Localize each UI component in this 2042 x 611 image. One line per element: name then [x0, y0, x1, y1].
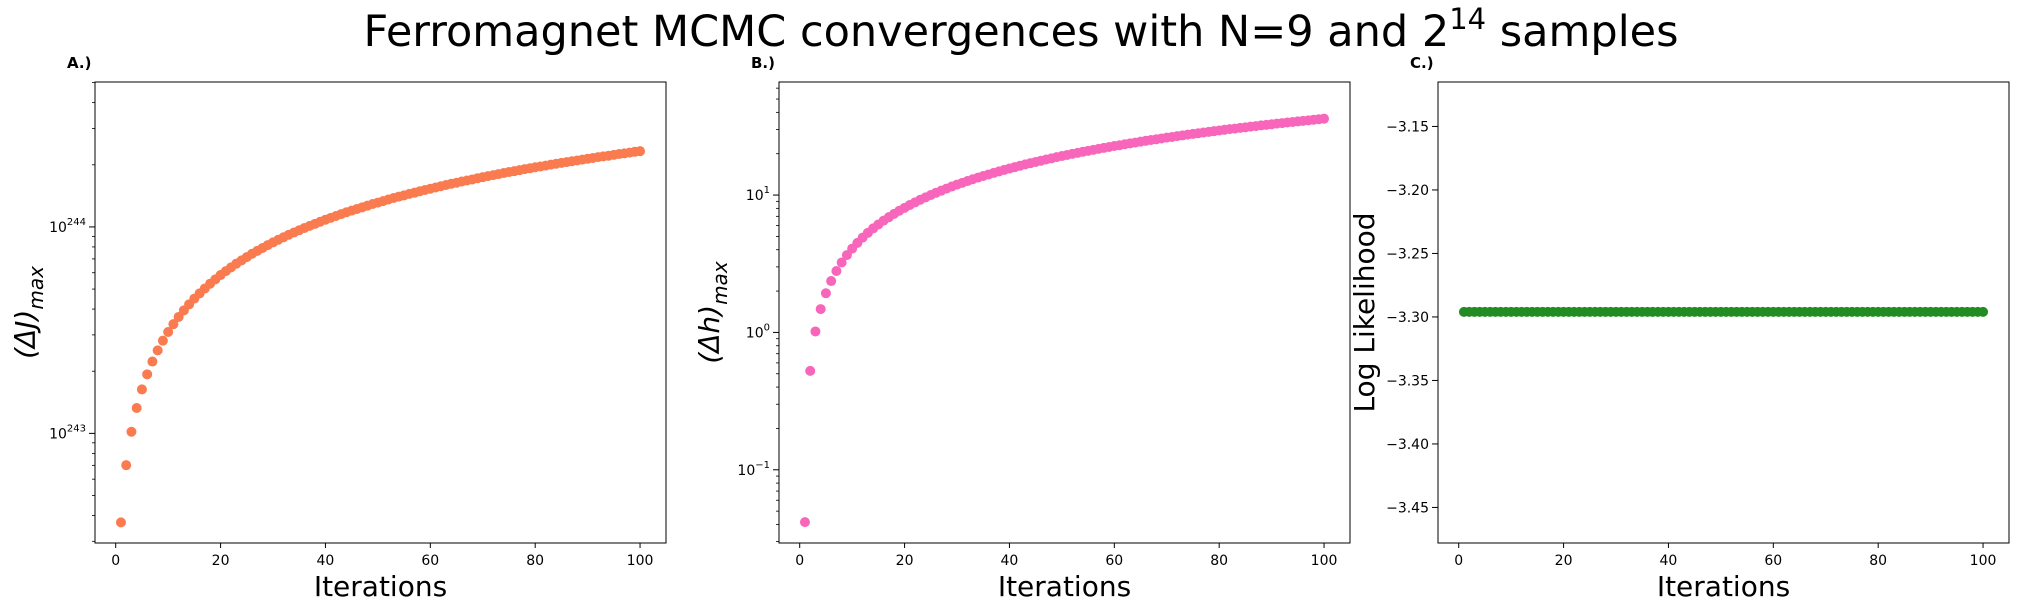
- data-point: [1319, 113, 1330, 124]
- y-tick-label: 100: [746, 322, 770, 341]
- x-tick-label: 80: [1869, 553, 1887, 569]
- data-point: [147, 356, 158, 367]
- data-point: [815, 304, 826, 315]
- title-main: Ferromagnet MCMC convergences with N=9 a…: [363, 7, 1449, 57]
- x-axis-label: Iterations: [1657, 570, 1790, 603]
- y-axis-label: (Δh)max: [693, 261, 732, 363]
- y-tick-label: 10244: [49, 217, 86, 236]
- x-tick-label: 20: [1555, 553, 1573, 569]
- panel-c: C.) 0 20 40 60 80 100 −3.45 −3.40 −3.35 −3.30 −3.25…: [1348, 54, 2010, 603]
- data-point: [836, 257, 847, 268]
- x-tick-label: 0: [795, 553, 804, 569]
- data-point: [157, 335, 168, 346]
- axes-frame: [1437, 81, 2010, 544]
- figure-title: Ferromagnet MCMC convergences with N=9 a…: [363, 2, 1678, 57]
- y-tick-exponent: 0: [764, 322, 770, 333]
- y-tick-exponent: 243: [67, 423, 86, 434]
- data-point: [142, 369, 153, 380]
- data-point: [131, 402, 142, 413]
- data-points: [1458, 306, 1989, 317]
- data-point: [168, 319, 179, 330]
- x-tick-label: 100: [1970, 553, 1997, 569]
- title-exponent: 14: [1449, 2, 1486, 36]
- data-point: [126, 426, 137, 437]
- data-point: [799, 517, 810, 528]
- y-axis-label: (ΔJ)max: [9, 266, 48, 359]
- panel-label: B.): [751, 54, 775, 72]
- x-tick-label: 40: [1001, 553, 1019, 569]
- y-tick-label: −3.40: [1386, 437, 1429, 453]
- x-tick-label: 40: [317, 553, 335, 569]
- y-tick-exponent: 244: [67, 217, 86, 228]
- x-tick-label: 40: [1660, 553, 1678, 569]
- data-point: [810, 326, 821, 337]
- x-tick-label: 0: [111, 553, 120, 569]
- panels: A.)0 20 40 60 80 1001024310244Iterations(ΔJ)m…: [9, 54, 2010, 603]
- data-point: [163, 327, 174, 338]
- panel-a: A.)0 20 40 60 80 1001024310244Iterations(ΔJ)m…: [9, 54, 667, 603]
- y-tick-label: −3.20: [1386, 183, 1429, 199]
- y-tick-base: 10: [746, 188, 764, 204]
- y-tick-label: −3.15: [1386, 119, 1429, 135]
- x-tick-label: 100: [1311, 553, 1338, 569]
- y-tick-exponent: −1: [755, 460, 770, 471]
- x-tick-label: 80: [1210, 553, 1228, 569]
- y-tick-base: 10: [49, 426, 67, 442]
- y-tick-label: −3.45: [1386, 500, 1429, 516]
- y-axis-label-base: (ΔJ): [9, 310, 42, 359]
- x-tick-label: 60: [1105, 553, 1123, 569]
- x-axis-label: Iterations: [314, 570, 447, 603]
- data-point: [820, 288, 831, 299]
- x-tick-label: 60: [421, 553, 439, 569]
- x-tick-label: 0: [1454, 553, 1463, 569]
- data-point: [136, 384, 147, 395]
- panel-b: B.)0 20 40 60 80 10010−1100101Iterations(Δh)m…: [693, 54, 1351, 603]
- y-tick-base: 10: [737, 463, 755, 479]
- axes-frame: [778, 81, 1351, 544]
- y-axis-label: Log Likelihood: [1348, 212, 1381, 412]
- y-tick-label: 10−1: [737, 460, 770, 479]
- axes-frame: [94, 81, 667, 544]
- x-axis-label: Iterations: [998, 570, 1131, 603]
- y-axis-label-subscript: max: [708, 261, 732, 305]
- data-point: [1978, 306, 1989, 317]
- title-tail: samples: [1486, 7, 1678, 57]
- data-point: [115, 517, 126, 528]
- x-tick-label: 60: [1764, 553, 1782, 569]
- y-tick-label: 101: [746, 185, 770, 204]
- data-point: [121, 460, 132, 471]
- x-tick-label: 20: [212, 553, 230, 569]
- y-tick-base: 10: [49, 220, 67, 236]
- data-points: [115, 146, 646, 528]
- y-tick-label: 10243: [49, 423, 86, 442]
- x-tick-label: 80: [526, 553, 544, 569]
- x-tick-label: 100: [627, 553, 654, 569]
- y-tick-label: −3.30: [1386, 310, 1429, 326]
- data-point: [152, 345, 163, 356]
- data-point: [635, 146, 646, 157]
- data-points: [799, 113, 1330, 528]
- x-tick-label: 20: [896, 553, 914, 569]
- data-point: [805, 365, 816, 376]
- y-axis-label-base: (Δh): [693, 305, 726, 364]
- y-tick-label: −3.25: [1386, 246, 1429, 262]
- y-tick-label: −3.35: [1386, 373, 1429, 389]
- data-point: [826, 276, 837, 287]
- y-axis-label-subscript: max: [24, 266, 48, 310]
- panel-label: A.): [67, 54, 91, 72]
- data-point: [831, 266, 842, 277]
- y-tick-exponent: 1: [764, 185, 770, 196]
- panel-label: C.): [1410, 54, 1434, 72]
- y-tick-base: 10: [746, 325, 764, 341]
